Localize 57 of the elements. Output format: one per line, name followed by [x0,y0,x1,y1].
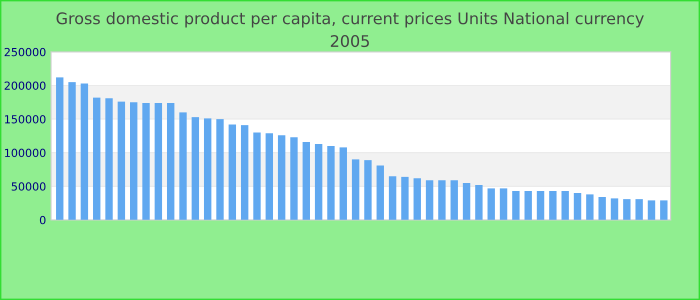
bar [216,119,224,220]
bar [660,200,668,220]
bar [68,82,76,220]
bar [586,194,594,220]
bar [105,98,113,220]
bar [414,178,421,220]
bar [401,176,409,220]
bar [192,117,200,220]
bar [166,102,174,220]
bar [388,176,396,220]
y-tick-label: 0 [40,216,46,224]
y-tick-label: 200000 [4,81,46,90]
bar [450,180,458,220]
bar [635,199,643,220]
bar [623,199,631,220]
bar [648,200,656,220]
bar [524,191,532,220]
bar [228,124,236,220]
bar [438,180,446,220]
bar [610,198,618,220]
bar [340,147,347,220]
bar [302,142,310,220]
bar [142,102,150,220]
bar [154,102,162,220]
bar [598,197,606,220]
bar [93,98,100,220]
bar [561,191,569,220]
bar [500,188,508,220]
bar [278,135,286,220]
bar [512,191,520,220]
bar [376,165,384,220]
y-tick-label: 100000 [5,148,46,158]
bar [56,77,64,220]
bar [536,191,544,220]
bar [364,160,372,220]
bar [327,146,335,220]
y-tick-label: 150000 [5,115,46,124]
bar [352,159,360,220]
y-tick-label: 250000 [4,48,46,56]
bar [253,132,261,220]
bar [574,193,582,220]
bar [266,133,274,220]
bar [240,125,248,220]
bar [80,83,88,220]
y-tick-label: 50000 [12,182,46,191]
bar [475,184,483,220]
bar [130,102,138,220]
bar [179,112,187,220]
chart-title: Gross domestic product per capita, current prices Units National currency 2005 [56,12,644,48]
bar [290,137,298,220]
bar [204,118,212,220]
bar [426,180,434,220]
bar [462,182,470,220]
bar [488,188,495,220]
bar [118,102,126,220]
bar [314,144,322,220]
bar [549,191,557,220]
